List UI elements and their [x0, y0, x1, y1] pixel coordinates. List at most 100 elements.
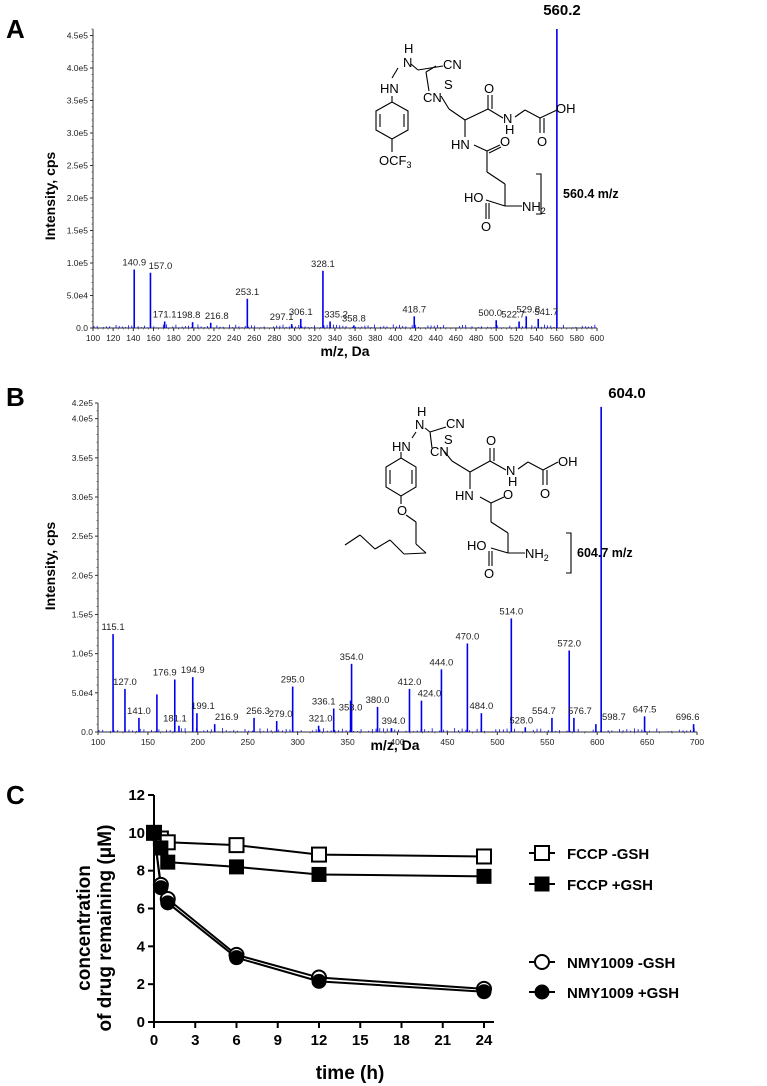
- x-tick-label: 350: [340, 737, 354, 747]
- peak-label: 279.0: [269, 709, 293, 720]
- x-tick-label: 560: [550, 333, 564, 343]
- y-tick-label: 1.0e5: [67, 258, 89, 268]
- x-tick-label: 400: [390, 737, 404, 747]
- chem-hn-2: HN: [451, 137, 470, 152]
- peak-label: 380.0: [366, 695, 390, 706]
- x-tick-label: 460: [449, 333, 463, 343]
- chem-h-amide: H: [505, 122, 514, 137]
- peak-label: 598.7: [602, 712, 626, 723]
- peak-label: 358.8: [342, 313, 366, 324]
- y-tick-label: 4: [137, 938, 146, 955]
- y-tick-label: 4.2e5: [72, 398, 94, 408]
- chem-n: N: [403, 55, 412, 70]
- chart-b-peaks: [98, 406, 695, 732]
- peak-label: 514.0: [499, 606, 523, 617]
- y-tick-label: 3.5e5: [67, 96, 89, 106]
- x-tick-label: 500: [490, 737, 504, 747]
- peak-label: 444.0: [430, 657, 454, 668]
- x-tick-label: 240: [227, 333, 241, 343]
- x-tick-label: 650: [640, 737, 654, 747]
- peak-label: 647.5: [633, 704, 657, 715]
- peak-label: 198.8: [177, 310, 201, 321]
- markers-nmy1009-gsh: [146, 825, 492, 1000]
- x-tick-label: 520: [509, 333, 523, 343]
- chem-oh: OH: [558, 454, 578, 469]
- chart-a: 100 120 140 160 180 200 220 240 260 280 300 320 340 3…: [42, 2, 619, 359]
- peak-label: 295.0: [281, 675, 305, 686]
- peak-label: 140.9: [122, 258, 146, 269]
- chem-n: N: [415, 417, 424, 432]
- x-tick-label: 12: [311, 1032, 328, 1049]
- y-tick-label: 0.0: [81, 727, 93, 737]
- chart-b-peak-labels: 115.1 127.0 141.0 176.9 181.1 194.9 199.1216.9…: [102, 606, 700, 727]
- peak-label: 500.0: [478, 308, 502, 319]
- x-tick-label: 3: [191, 1032, 199, 1049]
- x-tick-label: 200: [187, 333, 201, 343]
- chemical-structure-a-text: HN H N CN S CN O N H OH O HN O HO NH2 O …: [379, 41, 576, 234]
- y-tick-label: 4.0e5: [67, 63, 89, 73]
- chart-c-y-axis-title-line1: concentration: [74, 865, 95, 991]
- chem-hn-2: HN: [455, 488, 474, 503]
- peak-label: 297.1: [270, 312, 294, 323]
- peak-label: 157.0: [149, 261, 173, 272]
- peak-label: 470.0: [455, 631, 479, 642]
- chart-a-axes: 100 120 140 160 180 200 220 240 260 280 300 320 340 3…: [67, 28, 604, 343]
- chart-b-structure-mz: 604.7 m/z: [577, 546, 633, 560]
- y-tick-label: 10: [128, 825, 145, 842]
- markers-fccp-gsh: [146, 824, 492, 865]
- y-tick-label: 2.5e5: [72, 531, 94, 541]
- chart-b-y-axis-title: Intensity, cps: [42, 522, 58, 611]
- x-tick-label: 150: [141, 737, 155, 747]
- chemical-structure-a: [375, 63, 558, 219]
- markers-fccp-gsh: [146, 825, 492, 884]
- peak-label: 354.0: [340, 652, 364, 663]
- y-tick-label: 5.0e4: [72, 688, 94, 698]
- legend-label: NMY1009 +GSH: [567, 985, 679, 1002]
- x-tick-label: 120: [106, 333, 120, 343]
- x-tick-label: 18: [393, 1032, 410, 1049]
- peak-label: 424.0: [418, 689, 442, 700]
- chart-b-base-peak-label: 604.0: [608, 385, 646, 402]
- x-tick-label: 140: [126, 333, 140, 343]
- x-tick-label: 420: [408, 333, 422, 343]
- x-tick-label: 0: [150, 1032, 158, 1049]
- peak-label: 306.1: [289, 307, 313, 318]
- x-tick-label: 400: [388, 333, 402, 343]
- chem-ocf3: OCF3: [379, 153, 411, 170]
- chem-o-4: O: [484, 566, 494, 581]
- x-tick-label: 260: [247, 333, 261, 343]
- chem-n-amide: N: [506, 463, 515, 478]
- chem-s: S: [444, 432, 453, 447]
- panel-letter-c: C: [6, 780, 25, 810]
- peak-label: 127.0: [113, 677, 137, 688]
- x-tick-label: 280: [267, 333, 281, 343]
- chem-ho: HO: [464, 190, 484, 205]
- chem-o-3: O: [500, 134, 510, 149]
- x-tick-label: 250: [241, 737, 255, 747]
- peak-label: 554.7: [532, 706, 556, 717]
- x-tick-label: 160: [146, 333, 160, 343]
- y-tick-label: 8: [137, 863, 145, 880]
- peak-label: 418.7: [402, 304, 426, 315]
- peak-label: 576.7: [568, 706, 592, 717]
- chart-c-x-axis-title: time (h): [316, 1063, 385, 1084]
- chart-a-peaks: [93, 29, 596, 328]
- x-tick-label: 700: [690, 737, 704, 747]
- x-tick-label: 600: [590, 333, 604, 343]
- y-tick-label: 0: [137, 1014, 145, 1031]
- y-tick-label: 2.5e5: [67, 161, 89, 171]
- peak-label: 529.8: [516, 304, 540, 315]
- peak-label: 484.0: [469, 701, 493, 712]
- x-tick-label: 15: [352, 1032, 369, 1049]
- y-tick-label: 2.0e5: [67, 193, 89, 203]
- peak-label: 328.1: [311, 259, 335, 270]
- chart-a-structure-mz: 560.4 m/z: [563, 187, 619, 201]
- peak-label: 394.0: [382, 716, 406, 727]
- chem-o-2: O: [537, 134, 547, 149]
- peak-label: 176.9: [153, 668, 177, 679]
- x-tick-label: 24: [476, 1032, 493, 1049]
- chem-cn-1: CN: [446, 416, 465, 431]
- x-tick-label: 300: [291, 737, 305, 747]
